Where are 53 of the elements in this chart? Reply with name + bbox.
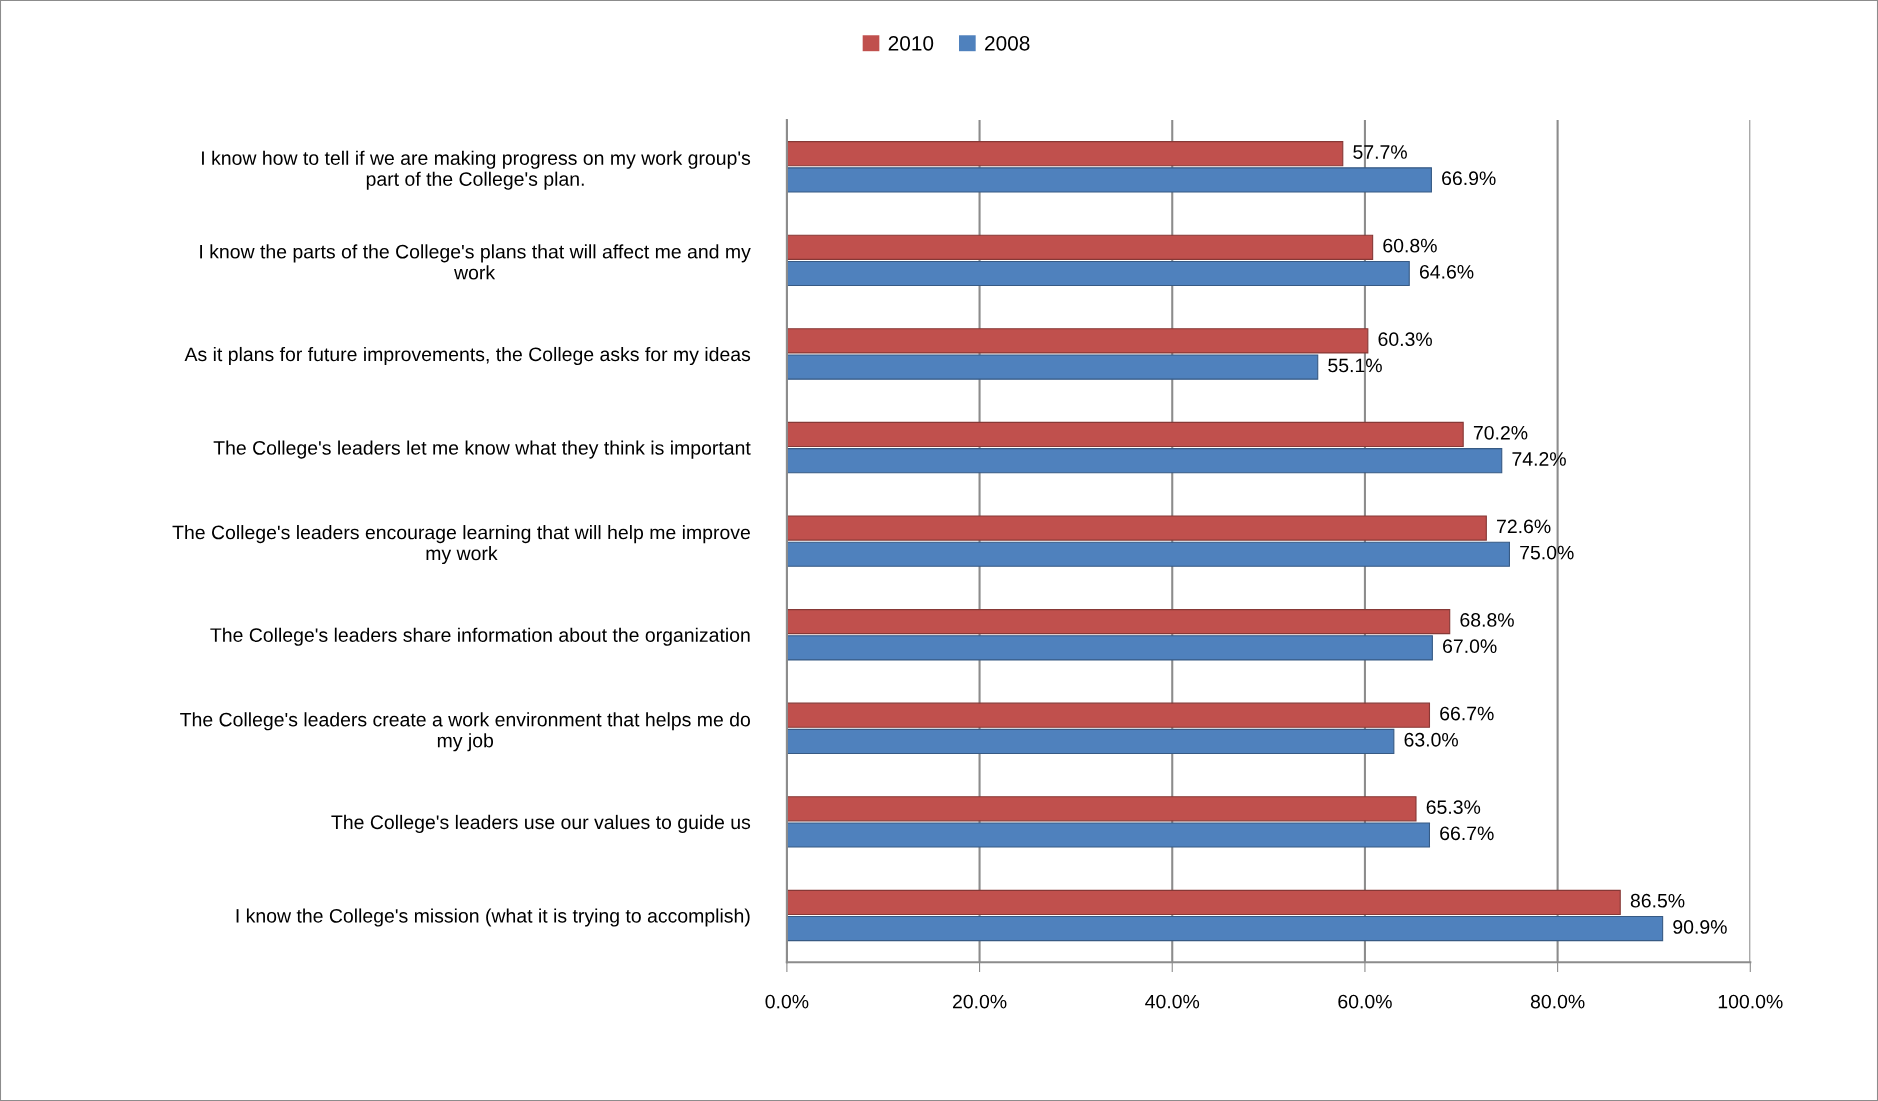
data-label: 60.8% [1383,238,1437,253]
data-label: 70.2% [1473,425,1528,440]
y-tick-label: The College's leaders share information about the organization [210,627,750,646]
data-label: 68.8% [1460,613,1514,627]
data-label: 67.0% [1443,639,1497,654]
bar [786,822,1431,848]
y-tick-label: The College's leaders use our values to guide us [331,814,751,833]
bar [786,141,1344,167]
data-label: 66.7% [1440,826,1494,841]
bar [786,328,1369,354]
bar [786,515,1487,541]
data-label: 90.9% [1673,920,1727,934]
bar [786,448,1503,474]
bar [786,915,1664,942]
x-tick-label: 20.0% [952,994,1007,1009]
y-tick-label: I know the College's mission (what it is trying to accomplish) [236,908,750,927]
bar [786,635,1433,661]
data-label: 74.2% [1512,452,1566,466]
y-tick-label: The College's leaders encourage learning that will help me improve my work [172,525,750,565]
y-tick-label: The College's leaders create a work environment that helps me do my job [180,712,750,752]
data-label: 66.7% [1440,706,1494,721]
x-tick-label: 80.0% [1530,994,1585,1009]
data-label: 55.1% [1328,358,1382,373]
data-label: 66.9% [1442,171,1496,186]
bar [786,234,1374,260]
bar [786,889,1621,915]
data-label: 64.6% [1419,264,1474,279]
data-label: 57.7% [1353,145,1407,159]
y-tick-label: I know the parts of the College's plans that will affect me and my work [200,244,751,280]
bar [786,609,1451,635]
bar [786,541,1510,567]
bar [786,796,1417,822]
y-tick-label: The College's leaders let me know what they think is important [213,440,751,459]
bar [786,167,1432,193]
y-tick-label: As it plans for future improvements, the College asks for my ideas [184,346,751,366]
bar [786,702,1431,728]
y-tick-label: I know how to tell if we are making progress on my work group's part of the College's plan. [202,150,751,190]
data-label: 72.6% [1497,519,1551,534]
x-tick-label: 100.0% [1718,994,1783,1009]
legend-label: 2010 [888,35,934,51]
data-label: 63.0% [1404,732,1458,747]
x-tick-label: 40.0% [1145,994,1200,1009]
bar [786,728,1395,755]
data-label: 65.3% [1426,800,1481,815]
bar [786,354,1319,380]
data-label: 60.3% [1378,332,1432,347]
x-tick-label: 0.0% [765,994,809,1009]
x-tick-label: 60.0% [1338,994,1392,1009]
legend-label: 2008 [985,35,1030,51]
bar [786,421,1464,448]
bar [786,260,1410,287]
data-label: 86.5% [1630,893,1685,908]
data-label: 75.0% [1520,545,1574,560]
